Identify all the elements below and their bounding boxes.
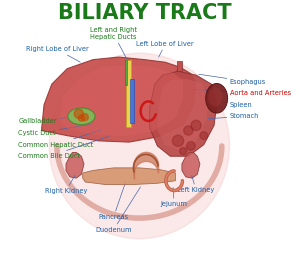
Text: Gallbladder: Gallbladder: [18, 117, 74, 125]
Text: Common Hepatic Duct: Common Hepatic Duct: [18, 130, 101, 148]
Polygon shape: [150, 71, 217, 156]
Circle shape: [191, 120, 201, 131]
Text: Spleen: Spleen: [218, 101, 252, 108]
Circle shape: [78, 115, 85, 121]
Circle shape: [187, 142, 195, 150]
FancyArrow shape: [125, 60, 127, 86]
Circle shape: [81, 114, 88, 121]
Ellipse shape: [208, 87, 223, 107]
Polygon shape: [59, 65, 183, 136]
Circle shape: [180, 147, 187, 155]
Ellipse shape: [69, 157, 80, 174]
Circle shape: [184, 126, 193, 135]
Text: Jejunum: Jejunum: [161, 187, 188, 207]
Text: Left and Right
Hepatic Ducts: Left and Right Hepatic Ducts: [90, 27, 137, 58]
Text: Esophagus: Esophagus: [199, 74, 266, 85]
Text: Duodenum: Duodenum: [95, 187, 140, 233]
Text: Left Lobe of Liver: Left Lobe of Liver: [136, 41, 194, 57]
Polygon shape: [158, 79, 209, 150]
Text: Stomach: Stomach: [208, 113, 259, 119]
Text: Cystic Duct: Cystic Duct: [18, 125, 90, 136]
Ellipse shape: [206, 83, 228, 113]
Text: Right Lobe of Liver: Right Lobe of Liver: [26, 46, 88, 62]
FancyArrow shape: [126, 60, 131, 127]
Ellipse shape: [49, 53, 230, 239]
Text: BILIARY TRACT: BILIARY TRACT: [58, 3, 231, 23]
Ellipse shape: [68, 108, 95, 125]
Circle shape: [200, 132, 208, 140]
Circle shape: [74, 109, 83, 118]
Circle shape: [172, 135, 184, 146]
Polygon shape: [83, 168, 176, 185]
Polygon shape: [66, 152, 84, 178]
Ellipse shape: [185, 157, 196, 174]
Polygon shape: [182, 152, 200, 178]
Text: Aorta and Arteries: Aorta and Arteries: [194, 89, 291, 96]
Text: Left Kidney: Left Kidney: [177, 176, 215, 193]
FancyArrow shape: [130, 79, 134, 123]
Text: Common Bile Duct: Common Bile Duct: [18, 136, 108, 159]
FancyArrow shape: [177, 61, 182, 71]
Text: Pancreas: Pancreas: [99, 182, 129, 220]
Polygon shape: [177, 65, 182, 71]
Text: Right Kidney: Right Kidney: [45, 176, 87, 194]
Polygon shape: [41, 57, 196, 142]
